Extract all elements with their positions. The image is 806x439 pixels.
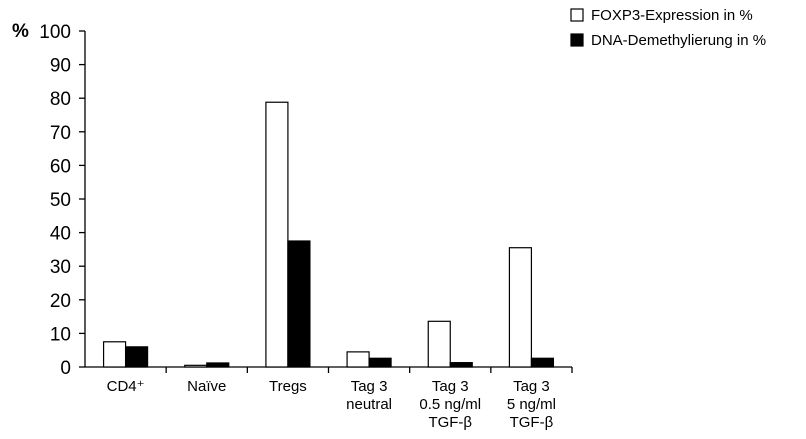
bar-dna-demethylierung — [287, 240, 311, 368]
bar-dna-demethylierung — [530, 357, 555, 368]
x-category-label: 0.5 ng/ml — [419, 396, 481, 413]
x-category-label: Tag 3 — [513, 378, 550, 395]
y-tick-label: 40 — [50, 224, 71, 245]
y-tick-label: 20 — [50, 291, 71, 312]
bar-foxp3-expression — [102, 341, 127, 368]
legend-label: DNA-Demethylierung in % — [591, 32, 766, 49]
y-tick-label: 30 — [50, 257, 71, 278]
bar-dna-demethylierung — [449, 362, 473, 368]
y-tick-label: 70 — [50, 123, 71, 144]
y-tick-label: 10 — [50, 324, 71, 345]
legend-swatch — [570, 33, 584, 47]
y-tick-label: 50 — [50, 190, 71, 211]
x-category-label: Tag 3 — [351, 378, 388, 395]
x-category-label: Tregs — [269, 378, 307, 395]
bar-foxp3-expression — [346, 351, 370, 368]
bar-foxp3-expression — [265, 101, 289, 368]
x-category-label: 5 ng/ml — [507, 396, 556, 413]
legend-swatch — [570, 8, 584, 22]
x-category-label: neutral — [346, 396, 392, 413]
y-tick-label: 0 — [60, 358, 71, 379]
y-tick-label: 90 — [50, 56, 71, 77]
bar-dna-demethylierung — [368, 357, 392, 368]
x-category-label: Tag 3 — [432, 378, 469, 395]
bar-foxp3-expression — [427, 320, 451, 368]
y-axis-unit-label: % — [12, 21, 29, 42]
bar-foxp3-expression — [508, 247, 533, 368]
bar-foxp3-expression — [184, 364, 208, 368]
x-category-label: TGF-β — [510, 414, 554, 431]
bar-dna-demethylierung — [124, 346, 149, 368]
y-tick-label: 60 — [50, 156, 71, 177]
x-category-label: TGF-β — [428, 414, 472, 431]
x-category-label: Naïve — [187, 378, 226, 395]
y-tick-label: 100 — [39, 22, 71, 43]
x-category-label: CD4⁺ — [107, 378, 145, 395]
y-tick-label: 80 — [50, 89, 71, 110]
legend-label: FOXP3-Expression in % — [591, 7, 753, 24]
bar-dna-demethylierung — [206, 362, 230, 368]
